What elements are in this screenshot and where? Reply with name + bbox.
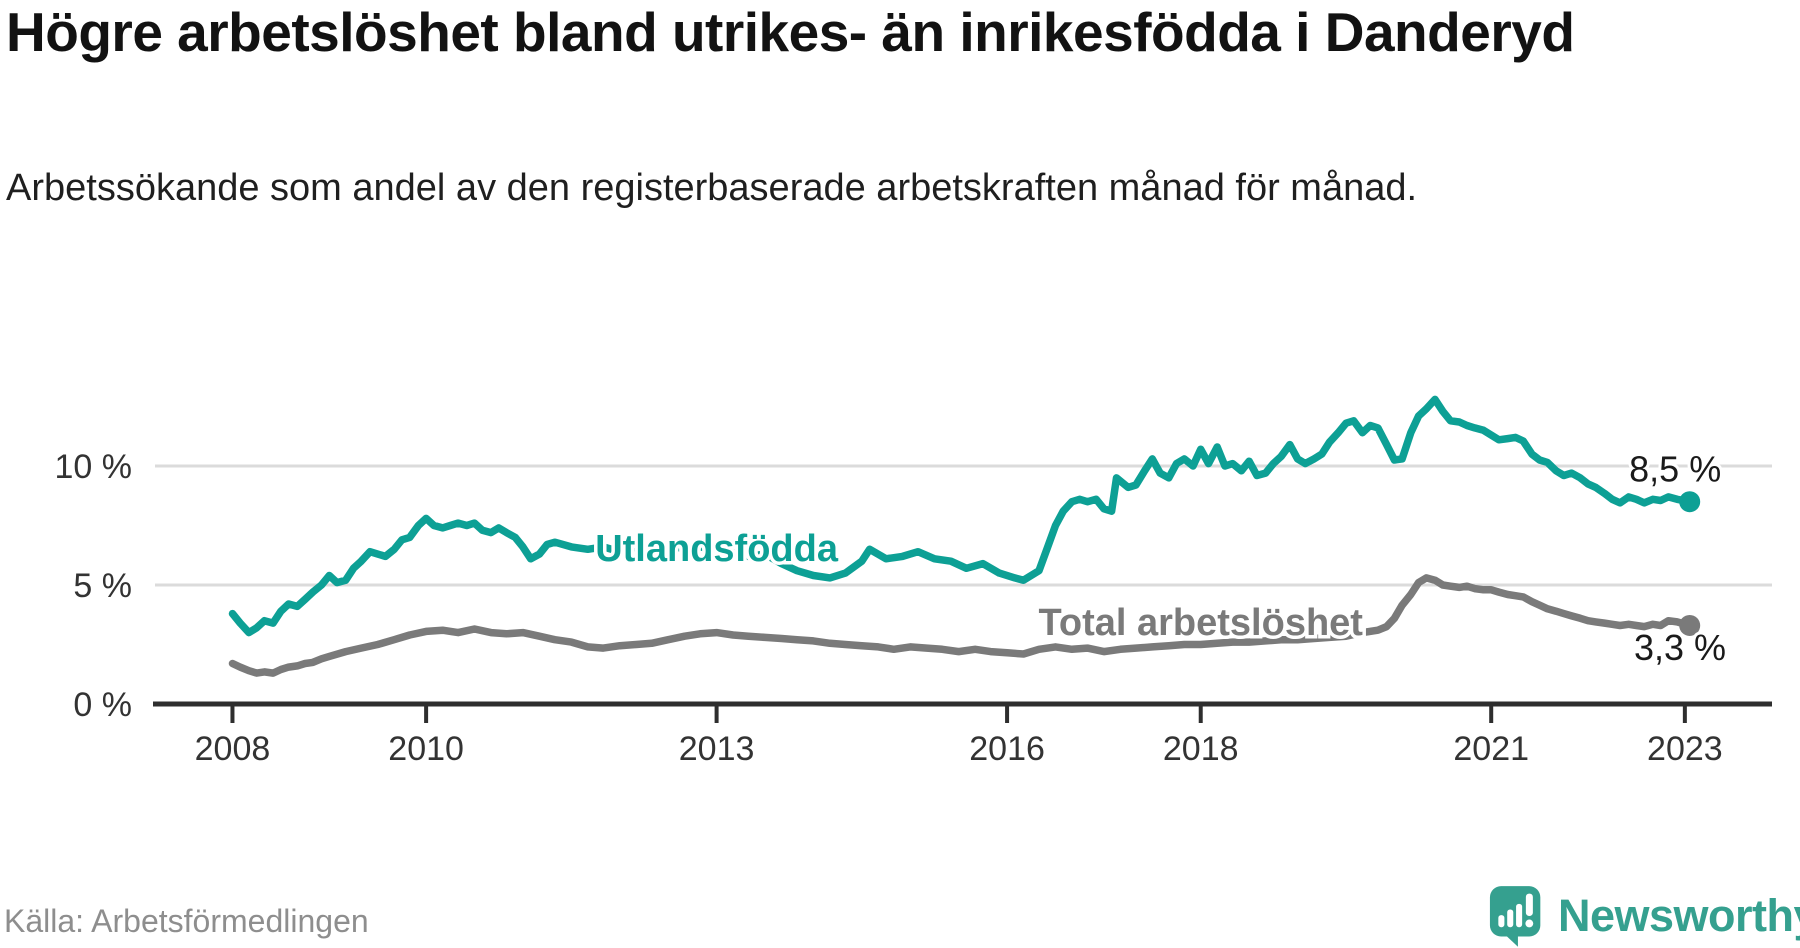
source-note: Källa: Arbetsförmedlingen [4, 903, 369, 939]
newsworthy-logo: Newsworthy [1489, 884, 1800, 948]
logo-bar-1 [1498, 915, 1505, 928]
x-tick-label-2018: 2018 [1163, 730, 1239, 768]
newsworthy-wordmark: Newsworthy [1558, 890, 1800, 941]
newsworthy-logo-icon [1489, 886, 1541, 947]
x-tick-label-2008: 2008 [195, 730, 271, 768]
series-1-end-value-label: 3,3 % [1634, 627, 1726, 668]
y-tick-label-5: 5 % [73, 567, 132, 605]
series-1-line [228, 574, 1694, 677]
x-tick-label-2013: 2013 [679, 730, 755, 768]
series-0-end-value-label: 8,5 % [1629, 449, 1721, 490]
y-tick-label-10: 10 % [55, 448, 133, 486]
series-1-label: Total arbetslöshet [1038, 602, 1363, 644]
logo-bar-2 [1507, 909, 1514, 928]
logo-bar-3 [1516, 903, 1523, 928]
logo-bubble-tail [1502, 931, 1518, 947]
series-0-line [228, 395, 1694, 637]
logo-exclamation-bar [1525, 893, 1533, 916]
y-tick-label-0: 0 % [73, 686, 132, 724]
page-title: Högre arbetslöshet bland utrikes- än inr… [6, 1, 1575, 63]
series-1-end-dot [1679, 614, 1701, 636]
series-0-label: Utlandsfödda [595, 528, 839, 570]
series-0-end-dot [1679, 491, 1701, 513]
x-tick-label-2023: 2023 [1647, 730, 1723, 768]
x-tick-label-2016: 2016 [969, 730, 1045, 768]
logo-exclamation-dot [1525, 919, 1534, 928]
page-subtitle: Arbetssökande som andel av den registerb… [6, 167, 1418, 209]
x-tick-label-2010: 2010 [388, 730, 464, 768]
x-tick-label-2021: 2021 [1453, 730, 1529, 768]
